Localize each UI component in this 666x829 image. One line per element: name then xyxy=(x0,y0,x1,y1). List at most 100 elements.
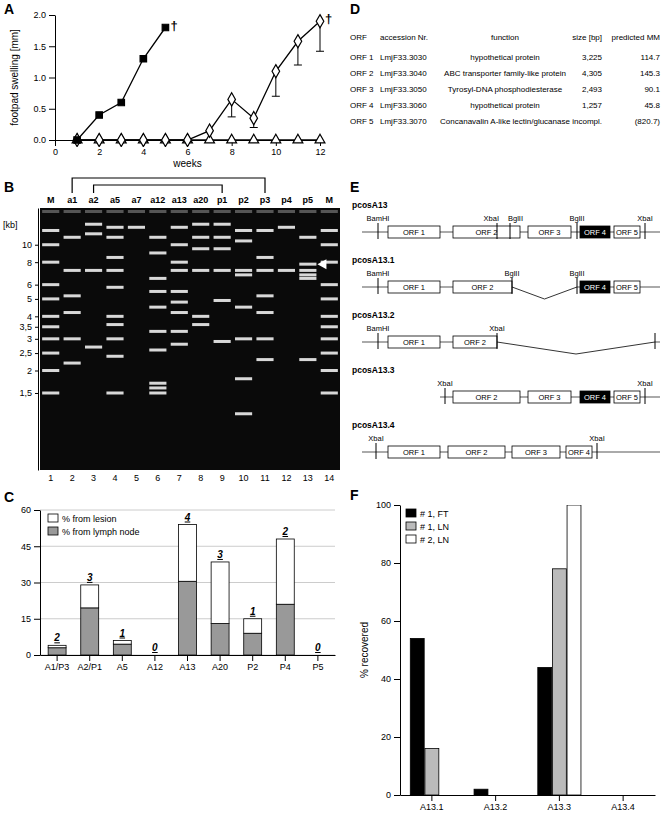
bar xyxy=(425,749,439,795)
tick-label: 4 xyxy=(141,147,146,157)
band xyxy=(192,247,209,250)
table-cell: 145.3 xyxy=(640,69,661,78)
tick-label: 2.0 xyxy=(33,10,46,20)
site-label: BglII xyxy=(569,269,584,278)
band xyxy=(149,330,166,333)
table-cell: LmjF33.3040 xyxy=(380,69,427,78)
tick-mark xyxy=(34,510,40,511)
tick: 2,5 xyxy=(19,348,38,358)
tick-mark xyxy=(394,795,400,796)
site-label: BglII xyxy=(569,214,584,223)
tick-mark xyxy=(394,621,400,622)
bar xyxy=(309,655,327,656)
lane-label: a13 xyxy=(172,195,187,205)
lane-label: M xyxy=(47,195,55,205)
marker xyxy=(117,133,125,146)
tick-mark xyxy=(154,655,155,661)
count-label: 3 xyxy=(217,549,223,560)
table-header: function xyxy=(491,33,519,42)
legend-entry: # 2, LN xyxy=(406,535,449,545)
band xyxy=(64,337,81,340)
tick-mark xyxy=(35,353,38,354)
band xyxy=(64,311,81,314)
band xyxy=(106,286,123,289)
tick-label: 0.0 xyxy=(33,135,46,145)
bar xyxy=(410,638,424,795)
tick-label: 6 xyxy=(27,280,32,290)
lane-number: 1 xyxy=(48,473,53,483)
band xyxy=(278,226,295,229)
count-label: 0 xyxy=(152,642,158,653)
band xyxy=(192,223,209,226)
band xyxy=(235,229,252,232)
tick: 0 xyxy=(26,650,40,660)
bar xyxy=(489,795,503,796)
orf-label: ORF 4 xyxy=(584,393,606,402)
bar xyxy=(552,569,566,795)
tick: 20 xyxy=(381,732,400,742)
tick: A5 xyxy=(117,655,128,672)
band xyxy=(106,323,123,326)
tick-label: 8 xyxy=(27,258,32,268)
x-axis: A13.1A13.2A13.3A13.4 xyxy=(401,795,656,812)
site-label: XbaI xyxy=(484,214,499,223)
bar xyxy=(244,619,262,634)
legend-label: % from lymph node xyxy=(62,527,140,537)
tick-mark xyxy=(57,655,58,661)
arrow xyxy=(317,259,326,269)
tick-label: A13.1 xyxy=(420,802,444,812)
tick: A13.2 xyxy=(484,795,508,812)
site-label: XbaI xyxy=(637,214,652,223)
marker xyxy=(73,133,81,146)
marker xyxy=(140,56,146,62)
marker xyxy=(184,133,192,146)
panel-label: A xyxy=(4,1,14,17)
tick-mark xyxy=(394,679,400,680)
table-cell: LmjF33.3030 xyxy=(380,53,427,62)
tick: 0 xyxy=(53,140,58,157)
orf-label: ORF 1 xyxy=(403,448,425,457)
band xyxy=(214,247,231,250)
band xyxy=(171,343,188,346)
marker xyxy=(118,99,124,105)
orf-box xyxy=(388,226,440,238)
marker xyxy=(294,35,302,48)
marker xyxy=(227,134,237,143)
band xyxy=(42,243,59,246)
tick: 10 xyxy=(22,240,38,250)
tick: 0.0 xyxy=(33,135,55,145)
tick: 40 xyxy=(381,674,400,684)
tick-mark xyxy=(34,546,40,547)
bar xyxy=(616,795,630,796)
tick-mark xyxy=(35,262,38,263)
tick-mark xyxy=(49,15,55,16)
band xyxy=(235,306,252,309)
band xyxy=(321,283,338,286)
orf-label: ORF 2 xyxy=(475,228,497,237)
figure: A0246810120.00.51.01.52.0weeksfootpad sw… xyxy=(0,0,666,829)
site-mark xyxy=(497,333,498,349)
lane-number: 8 xyxy=(198,473,203,483)
orf-label: ORF 2 xyxy=(475,393,497,402)
band xyxy=(128,226,145,229)
band xyxy=(299,273,316,276)
band xyxy=(149,251,166,254)
orf-box xyxy=(388,336,440,348)
tick-mark xyxy=(35,327,38,328)
panel-label: D xyxy=(350,1,360,17)
error-cap xyxy=(316,51,324,52)
construct: pcosA13.3ORF 2ORF 3ORF 4ORF 5XbaIXbaI xyxy=(352,365,660,404)
deletion xyxy=(497,342,655,354)
panel-label: C xyxy=(4,489,14,505)
band xyxy=(106,256,123,259)
table-cell: ORF 5 xyxy=(350,117,374,126)
tick-label: 100 xyxy=(376,500,391,510)
count-label: 0 xyxy=(315,642,321,653)
tick: 45 xyxy=(21,542,40,552)
band xyxy=(256,256,273,259)
tick: A13 xyxy=(179,655,195,672)
tick-mark xyxy=(35,371,38,372)
well xyxy=(64,210,81,213)
table-cell: Concanavalin A-like lectin/glucanase xyxy=(440,117,570,126)
table-cell: 1,257 xyxy=(582,101,603,110)
